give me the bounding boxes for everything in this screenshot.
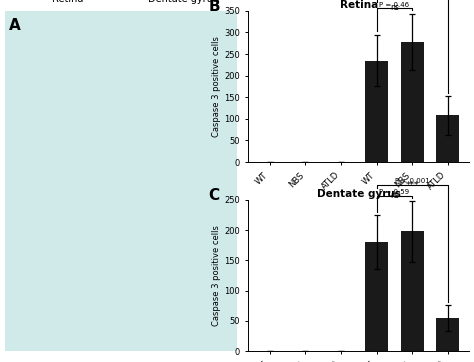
Text: ns: ns — [390, 3, 399, 12]
Bar — [436, 115, 459, 162]
Y-axis label: Caspase 3 positive cells: Caspase 3 positive cells — [212, 225, 221, 326]
Text: ***: *** — [405, 181, 419, 190]
Bar — [365, 60, 388, 162]
Text: *: * — [409, 0, 415, 3]
Text: Retina: Retina — [52, 0, 83, 4]
Bar — [401, 42, 424, 162]
Text: P = 0.46: P = 0.46 — [379, 2, 410, 8]
Title: Retina: Retina — [339, 0, 378, 10]
Text: No IR: No IR — [294, 232, 317, 241]
Title: Dentate gyrus: Dentate gyrus — [317, 189, 401, 199]
Text: 18 Gy: 18 Gy — [400, 232, 424, 241]
Text: A: A — [9, 18, 21, 33]
Text: ns: ns — [390, 191, 399, 200]
Bar — [436, 318, 459, 351]
Text: B: B — [209, 0, 220, 14]
Text: C: C — [209, 188, 219, 203]
Text: P < 0.001: P < 0.001 — [395, 178, 429, 184]
Bar — [401, 231, 424, 351]
Y-axis label: Caspase 3 positive cells: Caspase 3 positive cells — [212, 36, 221, 137]
Bar — [365, 242, 388, 351]
Text: P = 0.59: P = 0.59 — [379, 189, 410, 195]
Text: Dentate gyrus: Dentate gyrus — [148, 0, 219, 4]
